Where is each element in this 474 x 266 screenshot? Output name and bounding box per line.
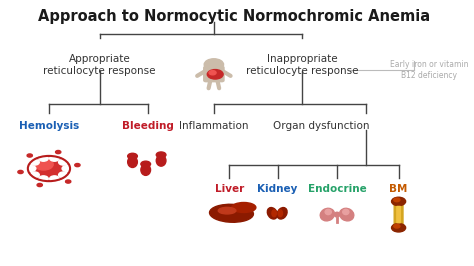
Circle shape [75, 164, 80, 167]
Text: Hemolysis: Hemolysis [19, 121, 79, 131]
FancyBboxPatch shape [394, 202, 403, 227]
Text: Inappropriate
reticulocyte response: Inappropriate reticulocyte response [246, 54, 358, 76]
Circle shape [50, 176, 59, 182]
Text: Kidney: Kidney [257, 184, 298, 194]
FancyBboxPatch shape [397, 206, 401, 223]
Ellipse shape [156, 155, 166, 166]
Text: BM: BM [390, 184, 408, 194]
Ellipse shape [272, 210, 276, 217]
Circle shape [59, 172, 68, 178]
Circle shape [209, 70, 216, 75]
Circle shape [55, 151, 61, 154]
Text: Approach to Normocytic Normochromic Anemia: Approach to Normocytic Normochromic Anem… [37, 9, 430, 24]
Text: Organ dysfunction: Organ dysfunction [273, 121, 370, 131]
Circle shape [207, 70, 223, 79]
Circle shape [62, 166, 72, 171]
Circle shape [204, 59, 224, 70]
Circle shape [37, 184, 42, 186]
Ellipse shape [232, 202, 256, 213]
Text: Bleeding: Bleeding [122, 121, 174, 131]
Circle shape [394, 198, 400, 202]
Circle shape [34, 159, 53, 170]
Ellipse shape [277, 207, 287, 219]
Circle shape [38, 176, 48, 182]
Text: Early iron or vitamin
B12 deficiency: Early iron or vitamin B12 deficiency [390, 60, 469, 80]
Circle shape [392, 197, 406, 206]
Ellipse shape [219, 207, 236, 214]
Ellipse shape [267, 207, 277, 219]
Circle shape [394, 224, 400, 228]
Circle shape [128, 153, 137, 159]
Circle shape [28, 156, 70, 181]
Ellipse shape [141, 164, 151, 175]
Circle shape [26, 166, 36, 171]
Text: Appropriate
reticulocyte response: Appropriate reticulocyte response [43, 54, 156, 76]
Circle shape [59, 159, 68, 165]
Text: Endocrine: Endocrine [308, 184, 366, 194]
Ellipse shape [320, 208, 335, 221]
Circle shape [156, 152, 166, 158]
Circle shape [29, 172, 39, 178]
Circle shape [18, 171, 23, 174]
Text: Liver: Liver [215, 184, 244, 194]
Circle shape [27, 154, 32, 157]
Circle shape [50, 155, 59, 161]
Ellipse shape [128, 156, 137, 168]
Ellipse shape [339, 208, 354, 221]
Circle shape [38, 155, 48, 161]
Ellipse shape [278, 210, 283, 217]
Ellipse shape [334, 212, 340, 217]
Ellipse shape [210, 204, 254, 222]
Text: Inflammation: Inflammation [179, 121, 249, 131]
FancyBboxPatch shape [204, 66, 224, 82]
Ellipse shape [343, 209, 349, 215]
Circle shape [392, 223, 406, 232]
Circle shape [141, 161, 151, 167]
Circle shape [29, 159, 39, 165]
Ellipse shape [325, 209, 331, 215]
Circle shape [65, 180, 71, 183]
